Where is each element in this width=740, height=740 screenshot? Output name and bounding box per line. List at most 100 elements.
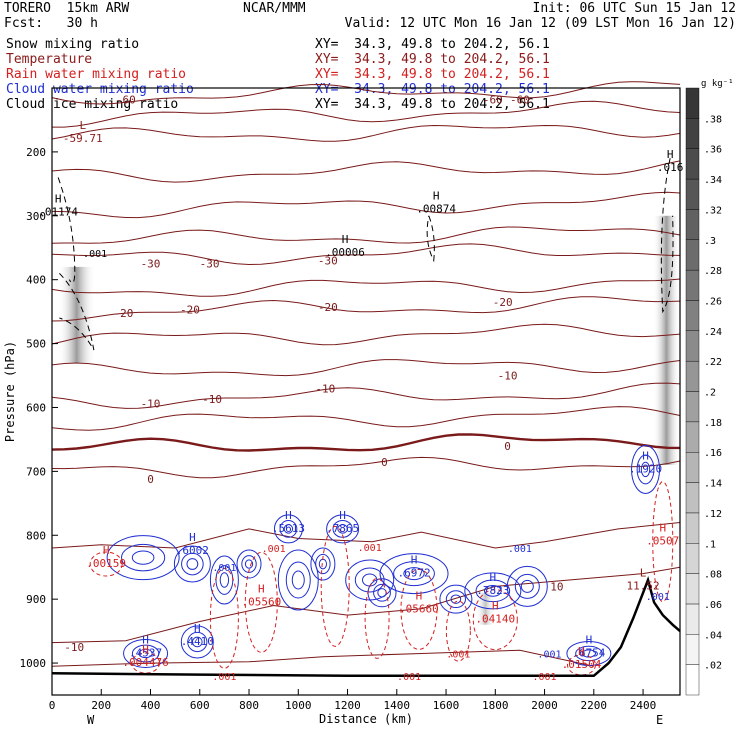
y-tick-label: 400 [26, 274, 46, 287]
colorbar-tick-label: .08 [704, 570, 722, 581]
cloud-water-contour [379, 553, 449, 595]
isotherm [51, 433, 681, 452]
extremum-marker: H [578, 645, 585, 658]
extremum-marker: H [416, 589, 423, 602]
isotherm-label: 10 [550, 580, 563, 593]
rain-water-contour [652, 481, 674, 603]
cloud-water-contour [354, 567, 385, 593]
colorbar-cell [685, 452, 700, 483]
cloud-water-contour [506, 565, 548, 607]
colorbar-cell [685, 664, 700, 696]
isotherm-label: -30 [318, 255, 338, 268]
isotherm-label: -30 [141, 258, 161, 271]
x-tick-label: 600 [190, 699, 210, 712]
extremum-value: .04140 [475, 613, 515, 626]
isotherm [51, 382, 681, 409]
isotherm-label: 0 [504, 440, 511, 453]
cloud-water-contour [181, 552, 204, 576]
extremum-marker: H [642, 449, 649, 462]
cloud-water-contour [279, 519, 298, 538]
isotherm-label: -10 [315, 382, 335, 395]
extremum-marker: H [285, 509, 292, 522]
extremum-marker: H [142, 643, 149, 656]
colorbar-cell [685, 634, 700, 665]
x-tick-label: 1800 [482, 699, 509, 712]
cloud-water-contour [377, 588, 387, 598]
extremum-value: .1920 [629, 462, 662, 475]
colorbar-tick-label: .36 [704, 145, 722, 156]
colorbar-tick-label: .1 [704, 539, 716, 550]
colorbar-cell [685, 209, 700, 240]
x-tick-label: 1000 [285, 699, 312, 712]
colorbar-cell [685, 300, 700, 332]
cloud-water-contour [131, 644, 160, 663]
extremum-value: .7823 [476, 584, 509, 597]
cloud-water-contour [310, 547, 336, 581]
cloud-water-contour [326, 514, 360, 544]
contour-label: .001 [262, 544, 286, 555]
init-time: Init: 06 UTC Sun 15 Jan 12 [532, 1, 737, 16]
isotherm-label: -20 [180, 304, 200, 317]
cloud-water-contour [475, 579, 511, 603]
cloud-water-contour [186, 558, 199, 570]
colorbar-tick-label: .12 [704, 509, 722, 520]
plot-frame [51, 87, 681, 696]
colorbar-cell [685, 421, 700, 453]
contour-label: .001 [83, 249, 107, 260]
cloud-water-contour [277, 549, 319, 611]
cloud-water-contour [520, 579, 534, 593]
x-tick-label: 2000 [531, 699, 558, 712]
x-tick-label: 1600 [433, 699, 460, 712]
extremum-value: .6002 [176, 544, 209, 557]
legend-entry: Temperature [6, 52, 93, 67]
cloud-water-contour [106, 535, 180, 581]
extremum-value: .4410 [181, 635, 214, 648]
cloud-water-contour [285, 561, 311, 599]
colorbar-cell [685, 543, 700, 574]
cloud-water-contour [373, 583, 391, 602]
contour-label: .001 [397, 672, 421, 683]
cloud-water-contour [575, 645, 603, 662]
cloud-water-contour [187, 631, 208, 653]
legend-xy: XY= 34.3, 49.8 to 204.2, 56.1 [315, 82, 550, 97]
contour-label: .001 [537, 649, 561, 660]
x-tick-label: 0 [49, 699, 56, 712]
extremum-marker: H [667, 148, 674, 161]
extremum-value: 11.52 [626, 579, 659, 592]
y-tick-label: 300 [26, 210, 46, 223]
isotherm [51, 296, 681, 322]
extremum-value: .6754 [572, 646, 605, 659]
isotherm [51, 160, 681, 183]
y-tick-label: 1000 [20, 657, 47, 670]
cloud-water-contour [631, 444, 661, 494]
colorbar-cell [685, 512, 700, 544]
cloud-water-contour [361, 573, 378, 587]
legend-xy: XY= 34.3, 49.8 to 204.2, 56.1 [315, 37, 550, 52]
colorbar-tick-label: .24 [704, 327, 722, 338]
extremum-marker: H [659, 522, 666, 535]
colorbar-cell [685, 87, 700, 119]
cloud-water-contour [215, 565, 234, 595]
legend-entry: Cloud ice mixing ratio [6, 97, 179, 112]
cloud-water-contour [209, 555, 239, 605]
extremum-marker: L [640, 566, 647, 579]
y-tick-label: 900 [26, 593, 46, 606]
rain-water-contour [364, 577, 390, 659]
colorbar-cell [685, 330, 700, 362]
extremum-value: .5613 [272, 522, 305, 535]
rain-water-contour [89, 551, 123, 577]
isotherm [51, 226, 681, 244]
organization: NCAR/MMM [243, 1, 306, 16]
isotherm-label: -20 [318, 301, 338, 314]
cloud-water-contour [219, 572, 230, 588]
isotherm [51, 81, 681, 105]
colorbar-tick-label: .16 [704, 448, 722, 459]
colorbar-cell [685, 573, 700, 605]
x-tick-label: 1200 [334, 699, 361, 712]
extremum-marker: H [194, 622, 201, 635]
isotherm [51, 566, 681, 644]
colorbar-cell [685, 603, 700, 635]
forecast-hour: Fcst: 30 h [4, 16, 98, 31]
rain-water-contour [400, 568, 438, 650]
cloud-water-contour [439, 584, 473, 614]
